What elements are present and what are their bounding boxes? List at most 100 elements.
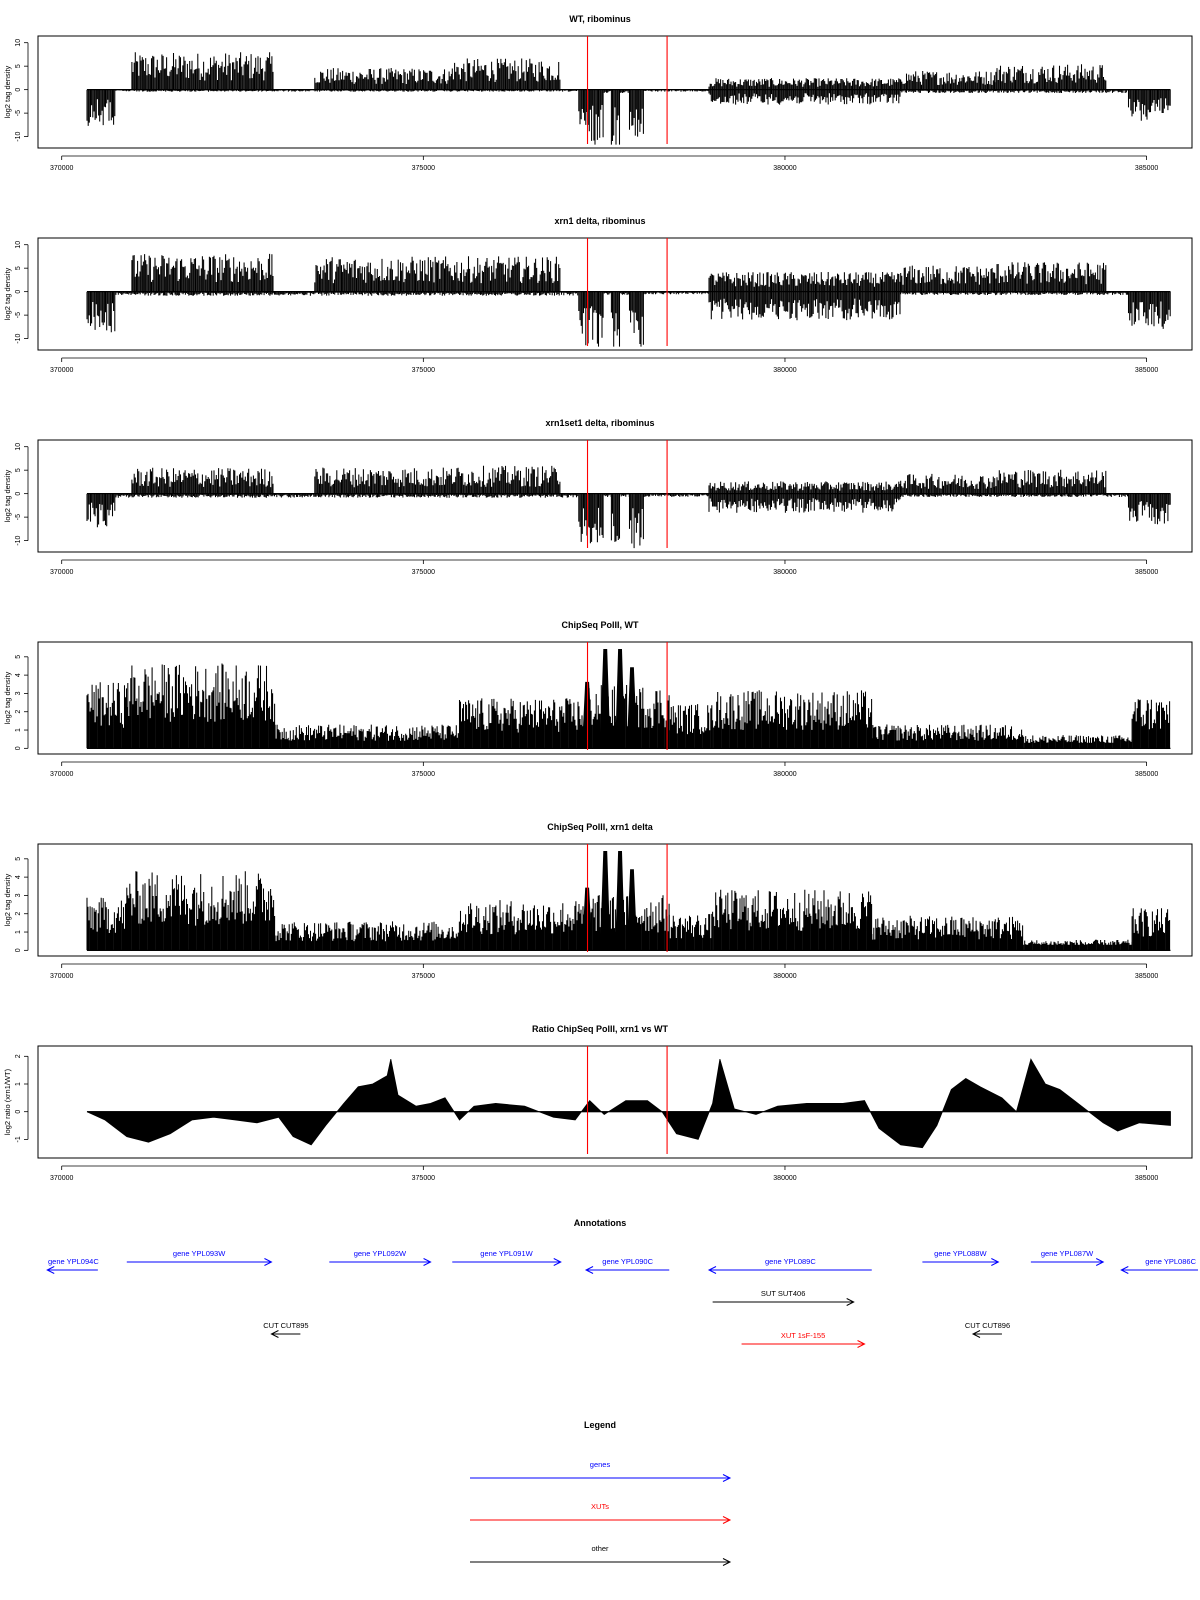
- signal-peak: [626, 667, 638, 749]
- x-tick-label: 375000: [412, 1175, 435, 1182]
- x-axis: 370000 375000 380000 385000: [50, 155, 1158, 172]
- x-tick-label: 385000: [1135, 367, 1158, 374]
- x-tick-label: 385000: [1135, 771, 1158, 778]
- minus-strand-bars: [628, 89, 644, 137]
- y-tick-label: 10: [15, 39, 22, 47]
- feature-arrow: [1030, 1258, 1105, 1266]
- feature-arrow: [452, 1258, 562, 1266]
- feature-arrow: [741, 1340, 866, 1348]
- plus-strand-bars: [994, 469, 1107, 494]
- minus-strand-bars: [628, 493, 644, 549]
- feature-arrow: [922, 1258, 1000, 1266]
- feature-label: SUT SUT406: [761, 1289, 805, 1298]
- minus-strand-bars: [603, 493, 612, 497]
- minus-strand-bars: [603, 291, 612, 295]
- panel-1: WT, ribominus 10 5 0 -5 -10 log2 tag density 37…: [3, 14, 1193, 172]
- plus-strand-bars: [314, 256, 452, 292]
- y-tick-label: 0: [15, 492, 22, 496]
- signal-bars: [1131, 908, 1171, 951]
- minus-strand-bars: [578, 493, 604, 544]
- signal-bars: [668, 704, 713, 749]
- minus-strand-bars: [1127, 291, 1171, 329]
- signal-bars: [458, 698, 586, 749]
- plus-strand-bars: [451, 256, 561, 292]
- panel-3: xrn1set1 delta, ribominus 10 5 0 -5 -10 log2 t…: [3, 418, 1193, 576]
- signal-series: [86, 52, 1171, 145]
- y-tick-label: 10: [15, 241, 22, 249]
- panel-title: ChipSeq PolII, WT: [562, 620, 639, 630]
- legend: Legend genes XUTs other: [470, 1420, 732, 1566]
- legend-title: Legend: [584, 1420, 616, 1430]
- minus-strand-bars: [603, 89, 612, 93]
- signal-bars: [126, 663, 276, 749]
- y-axis: 10 5 0 -5 -10: [15, 241, 29, 344]
- arrow-head: [584, 1266, 594, 1274]
- minus-strand-bars: [708, 89, 901, 105]
- minus-strand-bars: [86, 291, 116, 333]
- plot-frame: [37, 237, 1193, 351]
- ratio-area: [86, 1058, 1171, 1149]
- x-tick-label: 370000: [50, 165, 73, 172]
- minus-strand-bars: [610, 89, 621, 145]
- arrow-head: [722, 1558, 732, 1566]
- legend-label: genes: [590, 1460, 611, 1469]
- x-tick-label: 370000: [50, 771, 73, 778]
- plus-strand-bars: [994, 64, 1107, 90]
- y-axis-label: log2 ratio (xrn1/WT): [3, 1068, 12, 1135]
- arrow-head: [707, 1266, 717, 1274]
- arrow-head: [553, 1258, 562, 1266]
- signal-bars: [712, 889, 873, 951]
- panel-2: xrn1 delta, ribominus 10 5 0 -5 -10 log2 tag d…: [3, 216, 1193, 374]
- x-tick-label: 385000: [1135, 1175, 1158, 1182]
- feature-label: gene YPL093W: [173, 1249, 226, 1258]
- minus-strand-bars: [1127, 493, 1171, 525]
- x-tick-label: 370000: [50, 569, 73, 576]
- plus-strand-bars: [314, 68, 452, 90]
- minus-strand-bars: [115, 493, 579, 498]
- minus-strand-bars: [86, 89, 116, 126]
- feature-label: CUT CUT896: [965, 1321, 1010, 1330]
- minus-strand-bars: [610, 493, 621, 542]
- plus-strand-bars: [451, 58, 561, 90]
- y-axis-label: log2 tag density: [3, 65, 12, 118]
- arrow-head: [991, 1258, 1000, 1266]
- y-axis: 10 5 0 -5 -10: [15, 39, 29, 142]
- arrow-head: [1095, 1258, 1105, 1266]
- y-tick-label: 3: [15, 691, 22, 695]
- arrow-head: [846, 1298, 855, 1306]
- minus-strand-bars: [115, 291, 579, 296]
- feature-label: CUT CUT895: [263, 1321, 308, 1330]
- panel-title: ChipSeq PolII, xrn1 delta: [547, 822, 654, 832]
- minus-strand-bars: [1127, 89, 1171, 121]
- y-tick-label: -10: [15, 131, 22, 141]
- y-tick-label: 3: [15, 893, 22, 897]
- y-tick-label: 5: [15, 857, 22, 861]
- feature-arrow: [46, 1266, 98, 1274]
- feature-label: gene YPL086C: [1145, 1257, 1196, 1266]
- signal-bars: [712, 690, 873, 749]
- signal-bars: [86, 897, 128, 951]
- signal-peak: [626, 869, 638, 951]
- minus-strand-bars: [628, 291, 644, 347]
- y-tick-label: 4: [15, 875, 22, 879]
- feature-arrow: [971, 1330, 1002, 1338]
- y-tick-label: 5: [15, 266, 22, 270]
- arrow-head: [857, 1340, 866, 1348]
- feature-label: gene YPL094C: [48, 1257, 99, 1266]
- x-tick-label: 375000: [412, 165, 435, 172]
- signal-peak: [599, 851, 611, 951]
- y-tick-label: 0: [15, 948, 22, 952]
- y-axis: 5 4 3 2 1 0: [15, 857, 29, 952]
- signal-peak: [615, 851, 625, 951]
- signal-bars: [1131, 699, 1171, 749]
- y-axis-label: log2 tag density: [3, 267, 12, 320]
- plus-strand-bars: [708, 272, 901, 292]
- panel-title: Ratio ChipSeq PolII, xrn1 vs WT: [532, 1024, 669, 1034]
- arrow-head: [46, 1266, 55, 1274]
- x-axis: 370000 375000 380000 385000: [50, 1165, 1158, 1182]
- x-axis: 370000 375000 380000 385000: [50, 357, 1158, 374]
- signal-bars: [274, 724, 460, 749]
- y-tick-label: 10: [15, 443, 22, 451]
- legend-label: XUTs: [591, 1502, 609, 1511]
- feature-arrow: [1120, 1266, 1198, 1274]
